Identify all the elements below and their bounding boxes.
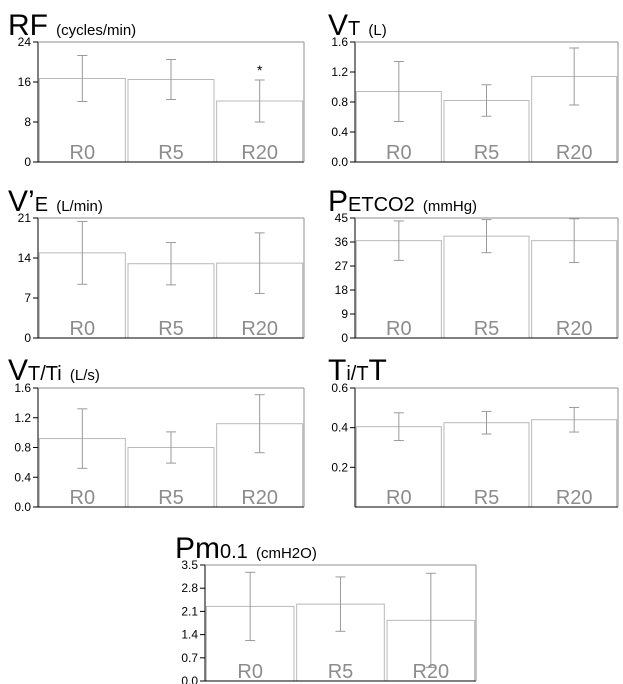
y-tick-label: 0.6 xyxy=(331,381,348,395)
y-tick-label: 1.6 xyxy=(14,381,31,395)
y-tick-label: 18 xyxy=(335,283,349,297)
title-subscript: T xyxy=(348,18,360,40)
category-label: R20 xyxy=(412,661,449,683)
y-tick-label: 1.6 xyxy=(331,35,348,49)
category-label: R20 xyxy=(556,142,593,164)
y-tick-label: 0.8 xyxy=(331,95,348,109)
y-tick-label: 0.0 xyxy=(331,155,348,169)
y-tick-label: 0.7 xyxy=(181,651,198,665)
y-tick-label: 0.2 xyxy=(331,460,348,474)
bar xyxy=(531,419,618,508)
y-tick-label: 27 xyxy=(335,259,349,273)
title-unit: (cmH2O) xyxy=(252,545,317,562)
y-tick-label: 0 xyxy=(341,331,348,345)
chart-title: VT/Ti (L/s) xyxy=(8,354,100,387)
category-label: R5 xyxy=(474,487,500,509)
y-tick-label: 21 xyxy=(18,211,32,225)
category-label: R20 xyxy=(241,487,278,509)
category-label: R5 xyxy=(474,318,500,340)
bar xyxy=(443,422,530,508)
y-tick-label: 36 xyxy=(335,235,349,249)
title-subscript: 0.1 xyxy=(220,541,248,563)
category-label: R20 xyxy=(241,142,278,164)
y-tick-label: 45 xyxy=(335,211,349,225)
chart-panel-2: V’E (L/min) R0 R5 R20 0 7 14 21 xyxy=(8,185,305,345)
y-tick-label: 2.8 xyxy=(181,581,198,595)
title-subscript: T/Ti xyxy=(28,363,62,385)
y-tick-label: 1.2 xyxy=(331,65,348,79)
category-label: R0 xyxy=(70,487,96,509)
category-label: R0 xyxy=(386,142,412,164)
title-unit: (L) xyxy=(364,22,387,39)
title-unit: (mmHg) xyxy=(419,198,477,215)
title-unit: (L/s) xyxy=(66,367,100,384)
y-tick-label: 0.4 xyxy=(331,125,348,139)
chart-panel-3: PETCO2 (mmHg) R0 R5 R20 0 9 18 27 36 45 xyxy=(328,185,619,345)
title-main: T xyxy=(328,354,346,387)
y-tick-label: 0.0 xyxy=(14,500,31,514)
title-tail: T xyxy=(369,354,387,387)
chart-panel-6: Pm0.1 (cmH2O) R0 R5 R20 0.0 0.7 1.4 2.1 2.8 3.5 xyxy=(175,532,477,684)
title-subscript: E xyxy=(35,194,48,216)
category-label: R5 xyxy=(158,142,184,164)
y-tick-label: 0.0 xyxy=(181,674,198,684)
y-tick-label: 24 xyxy=(18,35,32,49)
chart-title: PETCO2 (mmHg) xyxy=(328,185,477,218)
category-label: R0 xyxy=(386,487,412,509)
category-label: R0 xyxy=(70,142,96,164)
category-label: R20 xyxy=(241,318,278,340)
y-tick-label: 1.2 xyxy=(14,411,31,425)
category-label: R0 xyxy=(237,661,263,683)
category-label: R5 xyxy=(328,661,354,683)
category-label: R5 xyxy=(158,487,184,509)
y-tick-label: 0 xyxy=(24,155,31,169)
y-tick-label: 1.4 xyxy=(181,628,198,642)
title-main: Pm xyxy=(175,532,220,565)
y-tick-label: 14 xyxy=(18,251,32,265)
title-main: V’ xyxy=(8,185,35,218)
chart-panel-0: RF (cycles/min) R0 R5 R20 * 0 8 16 24 xyxy=(8,9,305,169)
y-tick-label: 0.8 xyxy=(14,441,31,455)
title-main: V xyxy=(8,354,28,387)
y-tick-label: 8 xyxy=(24,115,31,129)
title-main: V xyxy=(328,9,348,42)
title-unit: (cycles/min) xyxy=(52,22,136,39)
y-tick-label: 0 xyxy=(24,331,31,345)
title-main: P xyxy=(328,185,348,218)
category-label: R0 xyxy=(70,318,96,340)
chart-panel-4: VT/Ti (L/s) R0 R5 R20 0.0 0.4 0.8 1.2 1.6 xyxy=(8,354,305,514)
chart-title: Pm0.1 (cmH2O) xyxy=(175,532,317,565)
bar xyxy=(127,263,215,339)
category-label: R5 xyxy=(474,142,500,164)
y-tick-label: 2.1 xyxy=(181,604,198,618)
title-subscript: i/T xyxy=(346,363,368,385)
title-unit: (L/min) xyxy=(52,198,103,215)
y-tick-label: 16 xyxy=(18,75,32,89)
y-tick-label: 9 xyxy=(341,307,348,321)
chart-title: V’E (L/min) xyxy=(8,185,103,218)
title-main: RF xyxy=(8,9,48,42)
title-subscript: ETCO2 xyxy=(348,194,415,216)
significance-marker: * xyxy=(257,62,263,78)
chart-title: VT (L) xyxy=(328,9,387,42)
chart-title: RF (cycles/min) xyxy=(8,9,136,42)
y-tick-label: 7 xyxy=(24,291,31,305)
category-label: R5 xyxy=(158,318,184,340)
chart-panel-1: VT (L) R0 R5 R20 0.0 0.4 0.8 1.2 1.6 xyxy=(328,9,619,169)
y-tick-label: 0.4 xyxy=(331,421,348,435)
y-tick-label: 0.4 xyxy=(14,470,31,484)
y-tick-label: 3.5 xyxy=(181,558,198,572)
category-label: R0 xyxy=(386,318,412,340)
chart-title: Ti/TT xyxy=(328,354,387,387)
chart-panel-5: Ti/TT R0 R5 R20 0.2 0.4 0.6 xyxy=(328,354,619,509)
category-label: R20 xyxy=(556,487,593,509)
category-label: R20 xyxy=(556,318,593,340)
